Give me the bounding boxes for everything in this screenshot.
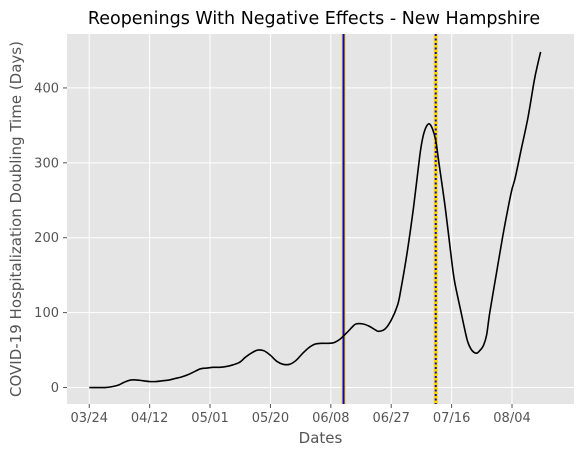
x-tick-label: 06/08 [312,411,349,426]
x-axis-ticks: 03/24 04/12 05/01 05/20 06/08 06/27 07/16 08/04 [71,404,531,426]
y-tick-label: 100 [34,306,59,321]
series-group [89,51,542,389]
y-axis-title: COVID-19 Hospitalization Doubling Time (… [7,41,25,397]
y-tick-label: 0 [51,381,59,396]
x-tick-label: 05/01 [191,411,228,426]
y-tick-label: 200 [34,231,59,246]
chart-title: Reopenings With Negative Effects - New H… [88,9,540,29]
x-tick-label: 04/12 [131,411,168,426]
y-tick-label: 400 [34,81,59,96]
y-tick-label: 300 [34,156,59,171]
x-tick-label: 03/24 [71,411,108,426]
x-tick-label: 07/16 [433,411,470,426]
x-axis-title: Dates [299,429,343,447]
plot-area [67,34,574,404]
x-tick-label: 05/20 [252,411,289,426]
y-axis-ticks: 0 100 200 300 400 [34,81,67,396]
x-tick-label: 08/04 [493,411,530,426]
reopening-markers [341,34,438,404]
x-tick-label: 06/27 [372,411,409,426]
doubling-time-line [89,51,542,389]
